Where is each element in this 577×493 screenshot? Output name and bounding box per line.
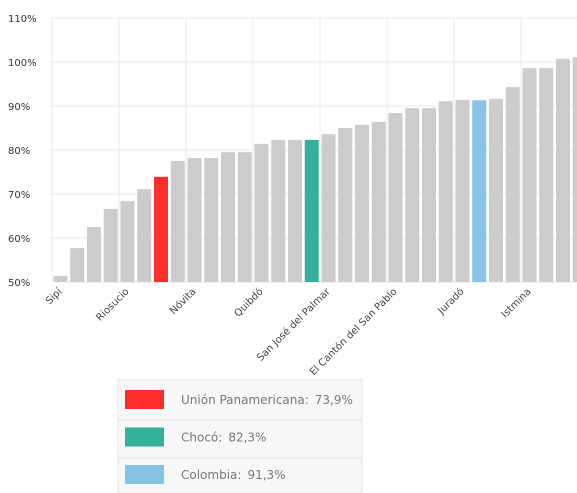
- x-tick-label: Nóvita: [167, 286, 198, 317]
- legend-value: 73,9%: [315, 393, 353, 407]
- x-tick-label: San José del Palmar: [254, 285, 333, 364]
- bar: [137, 189, 152, 282]
- y-tick-label: 100%: [8, 58, 37, 69]
- bar: [87, 227, 101, 282]
- bar: [271, 139, 286, 282]
- legend-label: Unión Panamericana: 73,9%: [181, 393, 353, 407]
- bar: [522, 68, 537, 282]
- legend-swatch: [125, 390, 164, 409]
- y-tick-label: 90%: [8, 102, 30, 113]
- bar: [120, 201, 135, 282]
- bar: [505, 87, 520, 282]
- legend-label: Colombia: 91,3%: [181, 468, 286, 482]
- legend-swatch: [125, 427, 164, 447]
- x-tick-label: Riosucio: [94, 286, 131, 323]
- bar: [422, 108, 436, 282]
- bar: [237, 152, 252, 282]
- legend-name: Unión Panamericana:: [181, 393, 309, 407]
- x-tick-label: Quibdó: [232, 286, 266, 320]
- bar: [154, 176, 168, 282]
- y-tick-label: 60%: [8, 234, 30, 245]
- bar: [321, 134, 336, 282]
- y-tick-label: 80%: [8, 146, 30, 157]
- legend-name: Chocó:: [181, 431, 222, 445]
- bar: [221, 152, 235, 282]
- bar: [438, 101, 453, 282]
- bar: [572, 57, 577, 282]
- bar: [187, 157, 202, 282]
- bar: [371, 121, 386, 282]
- bar: [556, 58, 570, 282]
- bar: [355, 124, 369, 282]
- bar: [53, 275, 68, 282]
- bar: [405, 108, 420, 282]
- x-tick-label: Juradó: [435, 286, 467, 318]
- bar: [254, 143, 269, 282]
- bar: [539, 68, 554, 282]
- bar: [304, 139, 319, 282]
- bar: [472, 100, 487, 282]
- bar: [288, 139, 302, 282]
- legend-name: Colombia:: [181, 468, 241, 482]
- x-tick-label: Istmina: [500, 286, 534, 320]
- y-tick-label: 110%: [8, 14, 37, 25]
- legend-value: 82,3%: [228, 431, 266, 445]
- legend-swatch: [125, 465, 164, 484]
- bar: [388, 113, 403, 282]
- y-tick-label: 70%: [8, 190, 30, 201]
- bar: [204, 157, 219, 282]
- y-tick-label: 50%: [8, 278, 30, 289]
- legend-value: 91,3%: [247, 468, 285, 482]
- legend-label: Chocó: 82,3%: [181, 431, 266, 445]
- bar: [455, 99, 470, 282]
- bar: [170, 161, 185, 282]
- bar: [338, 128, 353, 282]
- x-tick-label: Sipí: [43, 285, 65, 307]
- bar: [70, 248, 85, 282]
- bar: [103, 208, 118, 282]
- bar: [489, 98, 503, 283]
